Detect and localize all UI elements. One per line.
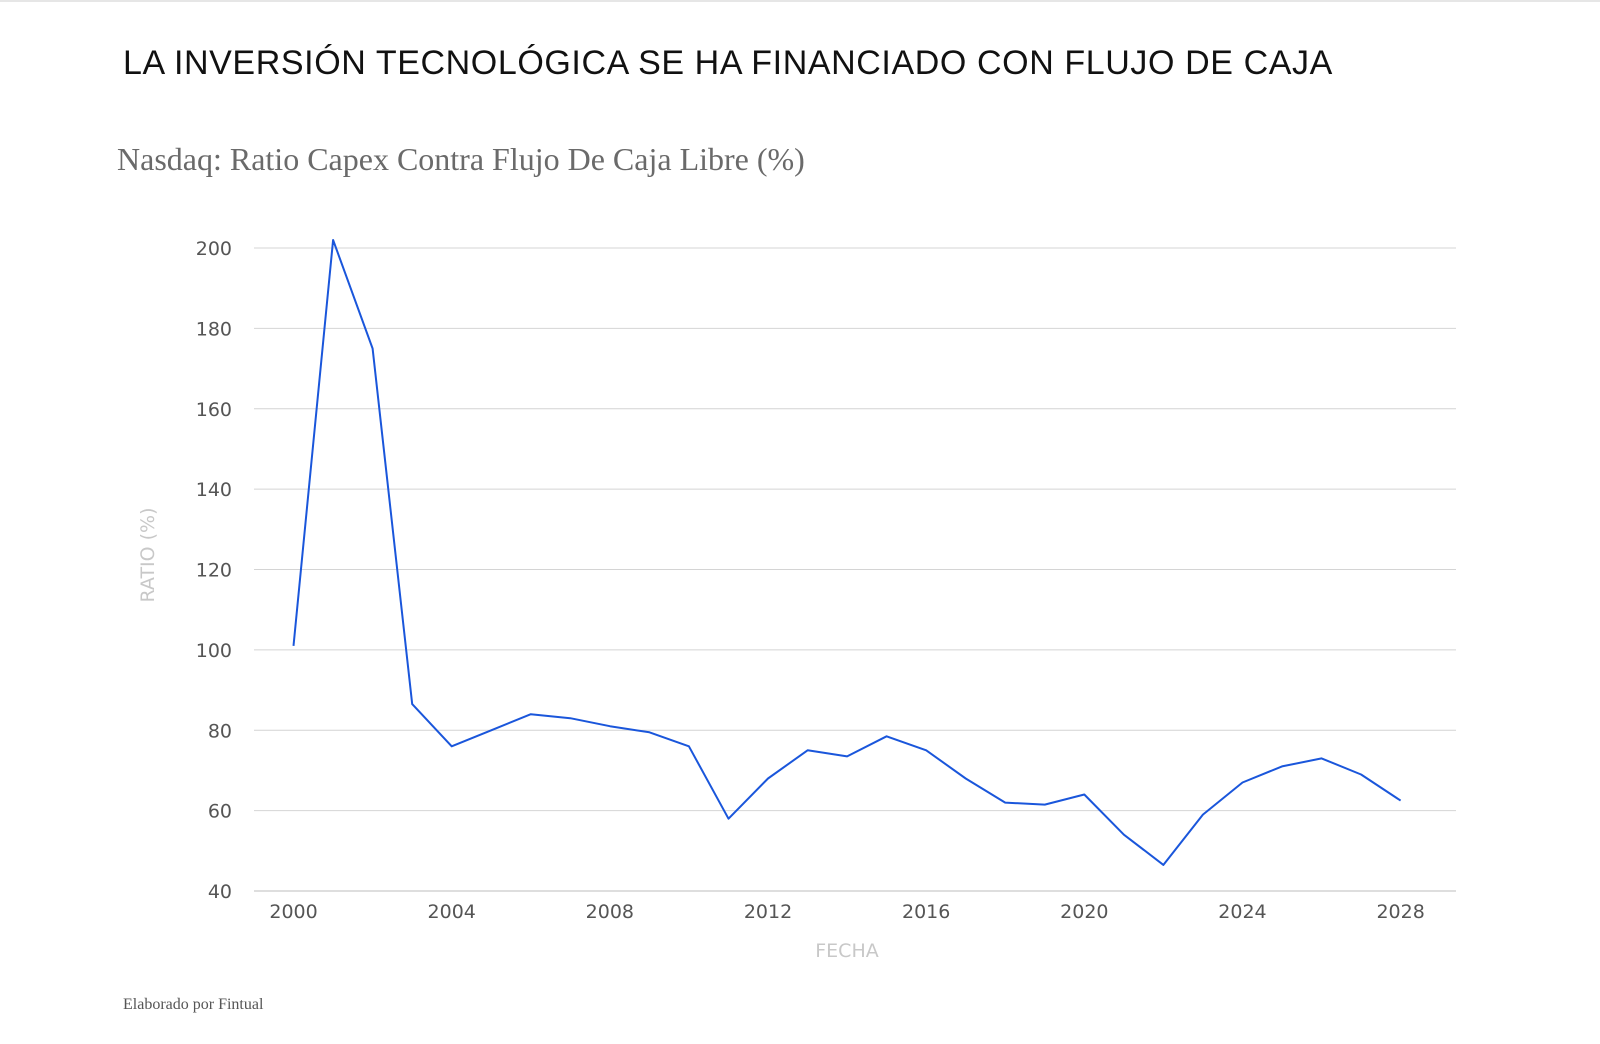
data-point (331, 238, 335, 242)
data-point (292, 644, 296, 648)
x-tick-label: 2024 (1218, 901, 1266, 923)
grid-lines (254, 247, 1456, 892)
series-layer (292, 238, 1403, 867)
data-point (924, 748, 928, 752)
series-line (292, 239, 1402, 866)
data-point (1003, 801, 1007, 805)
y-tick-label: 120 (196, 560, 232, 582)
data-point (1280, 764, 1284, 768)
page-headline: LA INVERSIÓN TECNOLÓGICA SE HA FINANCIAD… (123, 44, 1333, 82)
x-tick-label: 2016 (902, 901, 950, 923)
x-tick-label: 2004 (428, 901, 476, 923)
chart-title: Nasdaq: Ratio Capex Contra Flujo De Caja… (117, 141, 805, 177)
data-point (885, 734, 889, 738)
x-axis-title: FECHA (815, 940, 879, 962)
top-rule (0, 0, 1600, 2)
data-point (1320, 756, 1324, 760)
x-tick-label: 2008 (586, 901, 634, 923)
data-point (1240, 780, 1244, 784)
data-point (726, 817, 730, 821)
data-point (1399, 799, 1403, 803)
y-tick-label: 40 (208, 881, 232, 903)
data-point (766, 776, 770, 780)
x-axis-ticks: 2000 2004 2008 2012 2016 2020 2024 2028 (269, 901, 1424, 923)
data-point (964, 776, 968, 780)
data-point (410, 702, 414, 706)
y-tick-label: 60 (208, 801, 232, 823)
data-point (1122, 833, 1126, 837)
data-point (489, 728, 493, 732)
data-point (1043, 803, 1047, 807)
y-tick-label: 180 (196, 318, 232, 340)
data-point (529, 712, 533, 716)
data-point (687, 744, 691, 748)
y-tick-label: 140 (196, 479, 232, 501)
y-tick-label: 100 (196, 640, 232, 662)
data-point (568, 716, 572, 720)
y-axis-ticks: 40 60 80 100 120 140 160 180 200 (196, 238, 232, 903)
data-point (1359, 772, 1363, 776)
x-tick-label: 2020 (1060, 901, 1108, 923)
x-tick-label: 2012 (744, 901, 792, 923)
data-point (1161, 863, 1165, 867)
data-point (1201, 813, 1205, 817)
credit-note: Elaborado por Fintual (123, 996, 264, 1013)
data-point (806, 748, 810, 752)
x-tick-label: 2028 (1376, 901, 1424, 923)
data-point (608, 724, 612, 728)
data-point (845, 754, 849, 758)
y-axis-title: RATIO (%) (137, 507, 159, 602)
data-point (371, 346, 375, 350)
data-point (1082, 793, 1086, 797)
data-point (450, 744, 454, 748)
y-tick-label: 160 (196, 399, 232, 421)
x-tick-label: 2000 (269, 901, 317, 923)
y-tick-label: 200 (196, 238, 232, 260)
y-tick-label: 80 (208, 720, 232, 742)
data-point (647, 730, 651, 734)
